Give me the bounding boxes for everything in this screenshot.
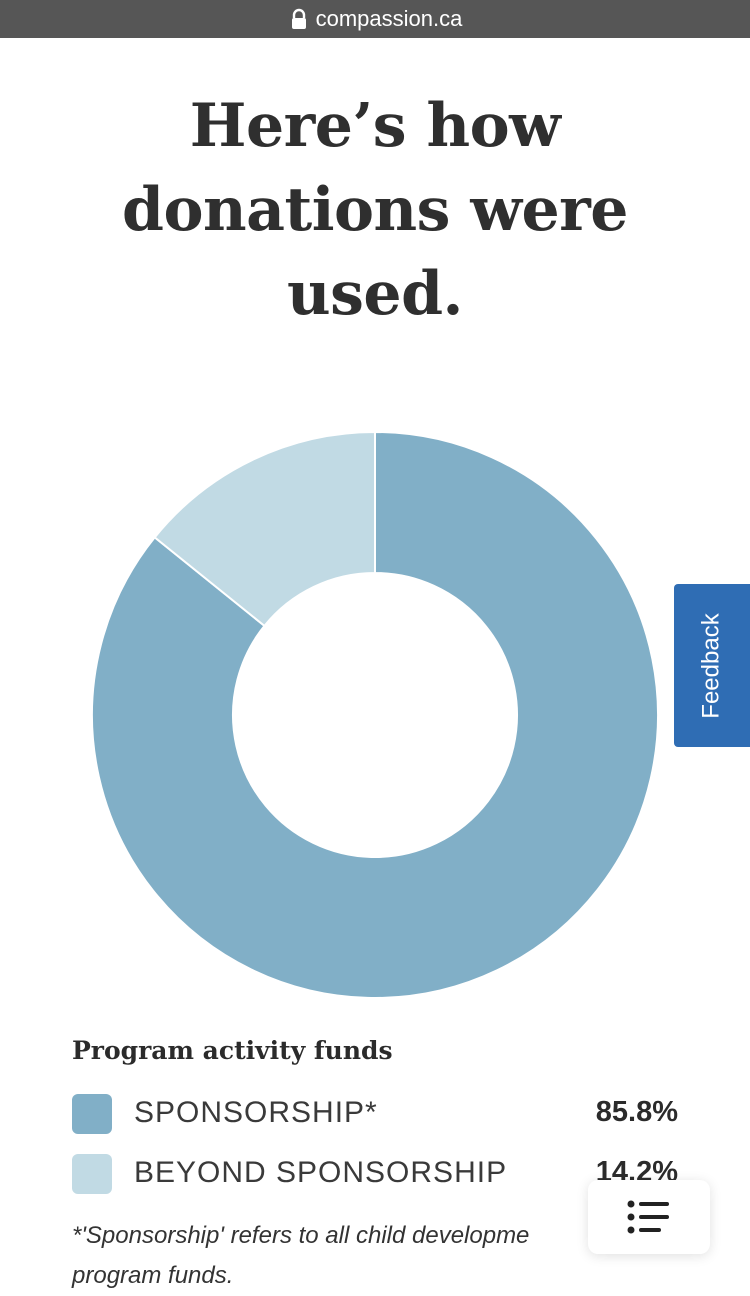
donut-slice-0 [91, 430, 659, 999]
legend-label: BEYOND SPONSORSHIP [134, 1156, 508, 1189]
lock-icon [291, 8, 306, 29]
title-line-1: Here’s how [189, 91, 561, 161]
browser-url-bar[interactable]: compassion.ca [0, 0, 750, 38]
footnote: *'Sponsorship' refers to all child devel… [72, 1216, 672, 1296]
donut-chart [91, 430, 659, 999]
feedback-label: Feedback [698, 612, 725, 719]
donut-slice-1 [153, 430, 376, 628]
page-title: Here’s how donations were used. [0, 84, 750, 336]
feedback-tab[interactable]: Feedback [674, 584, 750, 747]
legend-swatch [72, 1154, 112, 1194]
list-menu-icon [627, 1200, 669, 1234]
title-line-2: donations were [122, 175, 628, 245]
legend-swatch [72, 1094, 112, 1134]
title-line-3: used. [287, 259, 463, 329]
legend-title: Program activity funds [72, 1036, 393, 1065]
legend-value: 85.8% [595, 1096, 678, 1128]
url-text: compassion.ca [315, 6, 463, 31]
legend-item-sponsorship: SPONSORSHIP* 85.8% [72, 1094, 678, 1136]
footnote-line-2: program funds. [72, 1262, 234, 1289]
footnote-line-1: *'Sponsorship' refers to all child devel… [72, 1222, 530, 1249]
menu-button[interactable] [588, 1180, 710, 1254]
legend-label: SPONSORSHIP* [134, 1096, 378, 1129]
